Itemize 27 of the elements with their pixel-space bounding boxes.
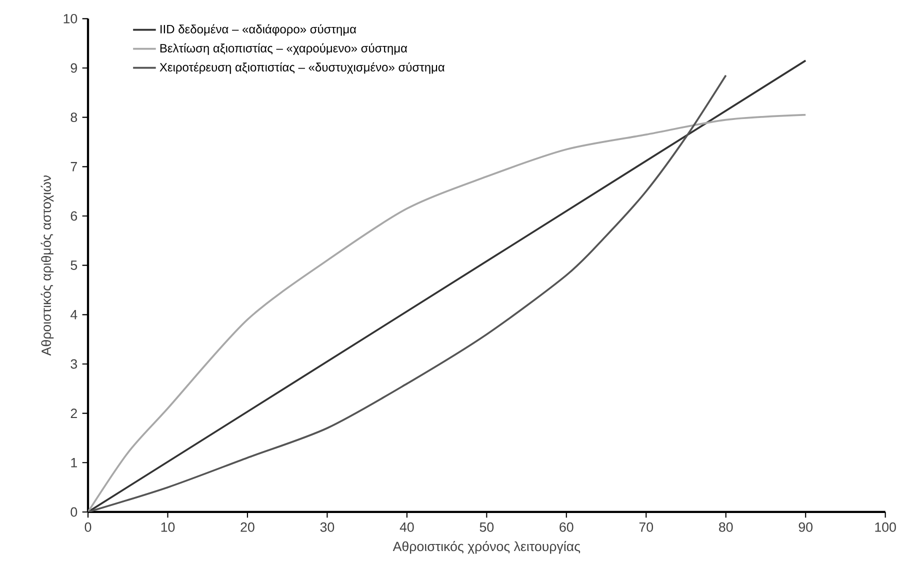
y-tick-label: 3 [70, 359, 78, 369]
y-tick-label: 4 [70, 310, 78, 320]
x-tick-label: 30 [320, 522, 334, 532]
x-tick-label: 50 [480, 522, 494, 532]
x-tick-label: 90 [798, 522, 812, 532]
x-tick-label: 100 [875, 522, 896, 532]
x-tick-label: 70 [639, 522, 654, 532]
y-tick-label: 9 [70, 63, 77, 73]
y-tick-label: 0 [70, 507, 78, 517]
y-tick-label: 10 [64, 14, 78, 24]
legend-label: Βελτίωση αξιοπιστίας – «χαρούμενο» σύστημα [160, 43, 408, 55]
legend-label: IID δεδομένα – «αδιάφορο» σύστημα [160, 24, 356, 36]
legend-label: Χειροτέρευση αξιοπιστίας – «δυστυχισμένο» σύστημα [160, 62, 445, 74]
y-tick-label: 1 [71, 458, 77, 468]
x-tick-label: 60 [560, 522, 574, 532]
x-tick-label: 10 [161, 522, 175, 532]
x-tick-label: 40 [400, 522, 414, 532]
y-tick-label: 2 [70, 408, 77, 418]
x-tick-label: 0 [84, 522, 92, 532]
x-tick-label: 80 [719, 522, 733, 532]
y-tick-label: 8 [70, 112, 78, 122]
y-tick-label: 7 [70, 162, 77, 172]
y-axis-title: Αθροιστικός αριθμός αστοχιών [40, 175, 54, 356]
x-axis-title: Αθροιστικός χρόνος λειτουργίας [392, 540, 580, 554]
y-tick-label: 6 [70, 211, 78, 221]
x-tick-label: 20 [240, 522, 254, 532]
y-tick-label: 5 [70, 260, 78, 270]
